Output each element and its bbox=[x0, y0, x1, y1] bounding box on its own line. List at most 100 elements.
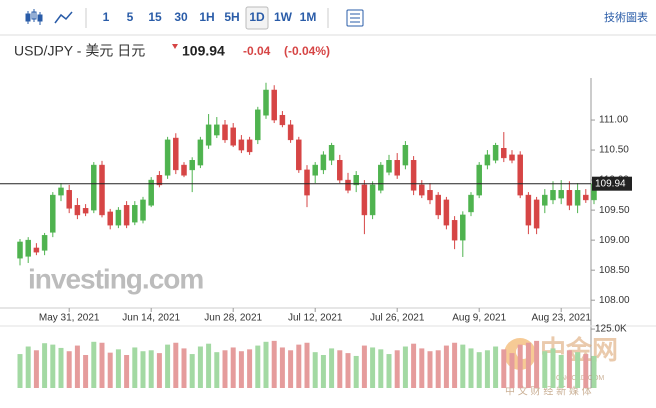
candle-body bbox=[328, 145, 335, 161]
line-icon[interactable] bbox=[54, 11, 73, 24]
volume-bar bbox=[320, 355, 326, 388]
candle-body bbox=[566, 190, 573, 206]
interval-button[interactable]: 1H bbox=[199, 10, 214, 24]
candle-body bbox=[361, 184, 368, 216]
volume-bar bbox=[460, 344, 466, 388]
toolbar: 1 5 15 30 1H 5H 1D 1W 1M 技術圖表 bbox=[0, 6, 656, 36]
last-price-tag-bg bbox=[592, 176, 632, 191]
candle-body bbox=[205, 124, 212, 146]
volume-bar bbox=[517, 344, 523, 388]
candle-body bbox=[255, 109, 261, 141]
candle-body bbox=[353, 175, 359, 186]
candle-body bbox=[451, 220, 458, 241]
x-tick-label: Jul 26, 2021 bbox=[370, 313, 425, 324]
candle-body bbox=[484, 154, 491, 166]
volume-bar bbox=[583, 354, 589, 388]
x-tick-label: Jun 14, 2021 bbox=[122, 313, 180, 324]
volume-bar bbox=[83, 355, 89, 388]
volume-bar bbox=[304, 342, 310, 388]
volume-bar bbox=[501, 349, 507, 388]
cngold-site: CNGOLD.COM bbox=[556, 375, 604, 382]
candle-body bbox=[17, 241, 23, 259]
candle-body bbox=[173, 137, 179, 171]
interval-button[interactable]: 1W bbox=[274, 10, 293, 24]
candle-body bbox=[107, 211, 113, 226]
volume-bar bbox=[173, 342, 179, 388]
y-tick-label: 109.50 bbox=[599, 205, 630, 216]
candle-body bbox=[435, 194, 441, 216]
interval-button[interactable]: 30 bbox=[174, 10, 188, 24]
volume-bar bbox=[107, 352, 113, 388]
active-button-frame bbox=[245, 6, 269, 30]
volume-bar bbox=[509, 353, 515, 388]
candle-icon[interactable] bbox=[25, 9, 43, 25]
volume-bar bbox=[279, 347, 285, 388]
price-change-percent: (-0.04%) bbox=[284, 44, 330, 58]
candle-body bbox=[214, 124, 220, 136]
interval-button[interactable]: 5 bbox=[127, 10, 134, 24]
volume-bar bbox=[132, 347, 138, 388]
candle-body bbox=[50, 194, 56, 233]
interval-button[interactable]: 15 bbox=[148, 10, 162, 24]
volume-bar bbox=[443, 345, 449, 388]
volume-bar bbox=[222, 350, 228, 388]
candle-body bbox=[369, 184, 376, 216]
y-tick-label: 110.50 bbox=[599, 145, 629, 156]
candle-body bbox=[82, 208, 89, 214]
candle-body bbox=[345, 179, 351, 191]
volume-bar bbox=[534, 340, 540, 388]
interval-button[interactable]: 5H bbox=[224, 10, 239, 24]
candle-body bbox=[378, 164, 384, 191]
candle-body bbox=[58, 187, 64, 196]
candle-body bbox=[132, 205, 138, 223]
volume-bar bbox=[214, 352, 220, 388]
candle-body bbox=[99, 164, 105, 216]
y-tick-label: 108.50 bbox=[599, 265, 630, 276]
volume-bar bbox=[148, 350, 154, 388]
volume-bar bbox=[476, 352, 482, 388]
candle-body bbox=[66, 190, 72, 209]
candle-body bbox=[197, 139, 204, 166]
candle-body bbox=[386, 160, 392, 173]
volume-bar bbox=[156, 353, 162, 388]
candle-body bbox=[492, 145, 499, 161]
volume-bar bbox=[91, 341, 97, 388]
candle-body bbox=[156, 175, 163, 186]
volume-bar bbox=[419, 348, 425, 388]
candle-body bbox=[525, 194, 532, 226]
candle-body bbox=[574, 190, 581, 206]
volume-bar bbox=[427, 351, 433, 388]
candle-body bbox=[558, 190, 564, 199]
interval-button-active[interactable]: 1D bbox=[249, 10, 265, 24]
candle-body bbox=[509, 154, 515, 161]
technical-chart-link[interactable]: 技術圖表 bbox=[604, 10, 648, 24]
x-tick-label: Jun 28, 2021 bbox=[204, 313, 262, 324]
down-arrow bbox=[172, 44, 178, 49]
volume-bar bbox=[115, 349, 121, 388]
volume-bar bbox=[255, 345, 261, 388]
candle-body bbox=[74, 205, 81, 216]
candle-body bbox=[304, 169, 310, 196]
candle-body bbox=[320, 154, 327, 171]
volume-bar bbox=[230, 347, 236, 388]
y-tick-label: 108.00 bbox=[599, 295, 630, 306]
candle-body bbox=[296, 139, 302, 171]
x-tick-label: Aug 9, 2021 bbox=[452, 313, 506, 324]
interval-button[interactable]: 1 bbox=[103, 10, 110, 24]
candle-body bbox=[279, 114, 286, 126]
indicator-icon[interactable] bbox=[346, 9, 364, 27]
volume-bar bbox=[189, 354, 195, 388]
volume-bar bbox=[33, 350, 39, 388]
x-tick-label: May 31, 2021 bbox=[39, 313, 100, 324]
interval-button[interactable]: 1M bbox=[300, 10, 317, 24]
volume-bar bbox=[74, 345, 80, 388]
candle-body bbox=[476, 164, 482, 196]
candle-body bbox=[287, 124, 294, 141]
y-tick-label: 111.00 bbox=[599, 115, 629, 126]
volume-bar bbox=[493, 346, 499, 388]
volume-bar bbox=[525, 342, 531, 388]
volume-bar bbox=[165, 344, 171, 388]
volume-bar bbox=[66, 351, 72, 388]
